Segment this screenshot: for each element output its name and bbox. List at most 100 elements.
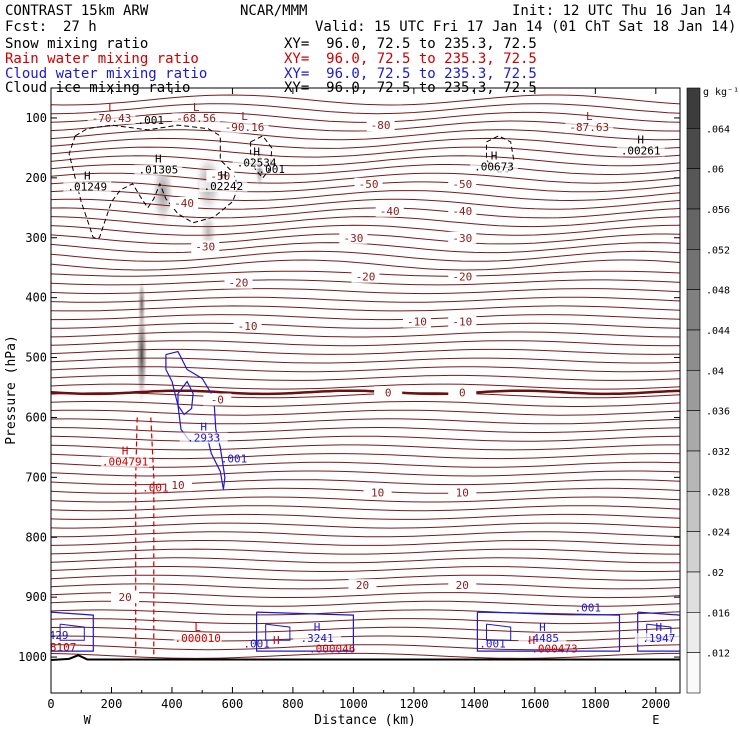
isotherm-line: [51, 322, 680, 329]
isotherm-label: -50: [210, 170, 230, 183]
contour-value-label: .001: [138, 114, 165, 127]
contour-value-label: 8107: [50, 641, 77, 654]
extremum-value: .01305: [138, 164, 178, 177]
extremum-value: .1947: [642, 632, 675, 645]
isotherm-line: [51, 250, 680, 262]
extremum-value: .3241: [301, 632, 334, 645]
y-tick-label: 500: [25, 351, 47, 365]
extremum-value-bg: [172, 113, 221, 125]
isotherm-line: [51, 288, 680, 295]
isotherm-line: [51, 531, 680, 538]
extremum-value: .02534: [237, 156, 277, 169]
isotherm-line: [51, 314, 680, 321]
isotherm-label-bg: [448, 177, 477, 190]
extremum-value-bg: [232, 157, 281, 169]
contour-value-label: .001: [575, 602, 602, 615]
isotherm-line: [51, 331, 680, 338]
x-tick-label: 1200: [399, 697, 428, 711]
cloud-water-inner: [177, 380, 194, 416]
field-xy-snow: XY= 96.0, 72.5 to 235.3, 72.5: [284, 36, 537, 52]
colorbar-tick-label: .012: [706, 649, 730, 660]
surface-line: [51, 654, 680, 662]
isotherm-label: -30: [452, 232, 472, 245]
isotherm-line: [51, 357, 680, 364]
y-tick-label: 900: [25, 590, 47, 604]
contour-value-label: .001: [142, 482, 169, 495]
extremum-value-bg: [470, 161, 519, 173]
x-tick-label: 0: [47, 697, 54, 711]
isotherm-label-bg: [164, 479, 193, 492]
extremum-value-bg: [173, 633, 222, 645]
x-tick-label: 200: [101, 697, 123, 711]
extremum-marker: L: [194, 621, 201, 634]
x-tick-label: 800: [282, 697, 304, 711]
snow-cell-0: [135, 300, 148, 409]
colorbar-cell: [686, 249, 701, 290]
isotherm-line: [51, 644, 680, 651]
isotherm-line: [51, 305, 680, 312]
y-axis-label: Pressure (hPa): [4, 335, 19, 445]
y-tick-label: 800: [25, 530, 47, 544]
extremum-value: -87.63: [569, 121, 609, 134]
extremum-value-bg: [293, 633, 342, 645]
extremum-marker: H: [656, 621, 663, 634]
isotherm-label: 10: [371, 486, 384, 499]
extremum-marker: H: [314, 621, 321, 634]
cloud-ice-contour-2: [250, 135, 273, 179]
colorbar-tick-label: .056: [706, 205, 730, 216]
contour-value-label: .001: [243, 637, 270, 650]
cloud-ice-contour: [68, 124, 240, 239]
isotherm-line: [51, 94, 680, 106]
low-cloud-contour-0: [51, 611, 94, 652]
extremum-value: .02242: [203, 180, 243, 193]
x-tick-label: 400: [161, 697, 183, 711]
extremum-marker: H: [200, 420, 207, 433]
low-cloud-contour-2: [476, 611, 621, 652]
x-tick-label: 2000: [641, 697, 670, 711]
isotherm-line: [51, 103, 680, 115]
x-tick-label: 1800: [581, 697, 610, 711]
isotherm-label: -20: [229, 277, 249, 290]
isotherm-line: [51, 618, 680, 625]
contour-value-label: .001: [259, 163, 286, 176]
colorbar-tick-label: .052: [706, 245, 730, 256]
colorbar-cell: [686, 168, 701, 210]
isotherm-line: [51, 470, 680, 477]
isotherm-label: 0: [459, 386, 466, 399]
isotherm-label-bg: [348, 579, 377, 592]
isotherm-label-bg: [448, 315, 477, 328]
isotherm-label-bg: [233, 319, 262, 332]
isotherm-line: [51, 207, 680, 219]
extremum-value-bg: [616, 145, 665, 157]
isotherm-label-bg: [206, 170, 235, 183]
isotherm-label-bg: [448, 204, 477, 217]
isotherm-label: 20: [118, 591, 131, 604]
extremum-value: .4485: [526, 632, 559, 645]
isotherm-line: [51, 366, 680, 373]
isotherm-line: [51, 548, 680, 555]
isotherm-label: -30: [343, 232, 363, 245]
y-tick-label: 700: [25, 470, 47, 484]
extremum-marker: H: [122, 444, 129, 457]
isotherm-line: [51, 453, 680, 460]
isotherm-line: [51, 401, 680, 408]
y-tick-label: 1000: [18, 650, 47, 664]
extremum-value: .004791: [102, 455, 148, 468]
colorbar-tick-label: .048: [706, 286, 730, 297]
isotherm-label: -20: [452, 271, 472, 284]
isotherm-label-bg: [448, 270, 477, 283]
colorbar-unit: g kg⁻¹: [703, 87, 739, 98]
contour-value-label: H: [529, 634, 536, 647]
isotherm-label-bg: [354, 177, 383, 190]
temperature-contours: [51, 94, 680, 662]
isotherm-label: -0: [211, 393, 224, 406]
isotherm-label: -10: [452, 316, 472, 329]
isotherm-label: -50: [452, 178, 472, 191]
isotherm-label-bg: [448, 579, 477, 592]
extremum-marker: L: [241, 110, 248, 123]
isotherm-line: [51, 461, 680, 468]
y-tick-label: 300: [25, 231, 47, 245]
isotherm-label-bg: [224, 276, 253, 289]
colorbar-tick-label: .06: [706, 165, 724, 176]
